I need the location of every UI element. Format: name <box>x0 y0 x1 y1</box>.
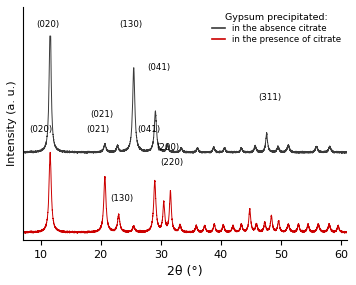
Text: (130): (130) <box>110 194 133 203</box>
Text: (041): (041) <box>137 125 160 134</box>
X-axis label: 2θ (°): 2θ (°) <box>167 265 203 278</box>
Text: (021): (021) <box>86 125 109 134</box>
Text: (021): (021) <box>90 110 114 119</box>
Text: (220): (220) <box>160 158 183 167</box>
Text: (311): (311) <box>258 93 281 101</box>
Legend: in the absence citrate, in the presence of citrate: in the absence citrate, in the presence … <box>210 11 343 46</box>
Text: (130): (130) <box>119 20 142 29</box>
Text: (020): (020) <box>29 125 52 134</box>
Y-axis label: Intensity (a. u.): Intensity (a. u.) <box>7 81 17 166</box>
Text: (200): (200) <box>156 143 179 152</box>
Text: (020): (020) <box>36 20 59 29</box>
Text: (041): (041) <box>147 64 170 72</box>
